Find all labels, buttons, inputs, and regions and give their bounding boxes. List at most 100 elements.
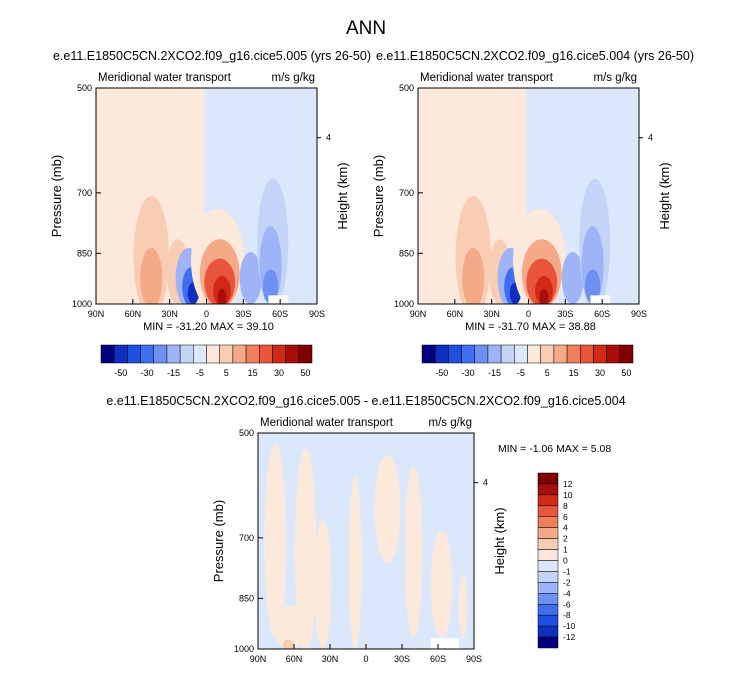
colorbar-box <box>166 344 181 364</box>
min-max-stats: MIN = -1.06 MAX = 5.08 <box>498 443 611 455</box>
colorbar-box <box>421 344 436 364</box>
colorbar-box <box>100 344 115 364</box>
colorbar-label: -5 <box>196 368 204 378</box>
x-tick-label: 90N <box>88 309 105 319</box>
colorbar-box <box>537 614 559 627</box>
x-tick-label: 90S <box>309 309 325 319</box>
colorbar-box <box>537 505 559 517</box>
colorbar-box <box>193 344 207 364</box>
colorbar-box <box>537 538 559 550</box>
contour-positive <box>314 519 332 649</box>
y-tick-label: 850 <box>399 248 414 258</box>
variable-label: Meridional water transport <box>98 72 232 84</box>
colorbar-label: -30 <box>141 368 154 378</box>
colorbar-label: 12 <box>563 479 573 489</box>
colorbar-box <box>537 527 559 539</box>
colorbar-box <box>232 344 247 364</box>
colorbar-box <box>537 483 559 496</box>
colorbar-label: -12 <box>563 632 576 642</box>
colorbar-label: 10 <box>563 490 573 500</box>
colorbar-box <box>245 344 260 364</box>
y-tick-label: 1000 <box>394 299 414 309</box>
colorbar-label: 8 <box>563 501 568 511</box>
x-tick-label: 0 <box>363 654 368 664</box>
colorbar-box <box>434 344 449 364</box>
colorbar-label: -8 <box>563 610 571 620</box>
panel-title: e.e11.E1850C5CN.2XCO2.f09_g16.cice5.005 … <box>106 394 625 408</box>
colorbar-label: 50 <box>300 368 310 378</box>
contour-field <box>258 433 474 649</box>
x-tick-label: 60S <box>272 309 288 319</box>
topography-mask <box>590 295 611 304</box>
contour-negative <box>561 252 584 304</box>
right-y-axis-label: Height (km) <box>657 162 672 229</box>
colorbar-label: 6 <box>563 512 568 522</box>
topography-mask <box>268 295 289 304</box>
y-tick-label: 500 <box>239 428 254 438</box>
colorbar-box <box>537 494 559 507</box>
colorbar-label: 15 <box>248 368 258 378</box>
x-tick-label: 30N <box>161 309 178 319</box>
chart-panel-3: e.e11.E1850C5CN.2XCO2.f09_g16.cice5.005 … <box>106 394 625 664</box>
contour-positive <box>273 605 308 649</box>
colorbar-label: 5 <box>545 368 550 378</box>
y-tick-label: 1000 <box>72 299 92 309</box>
y-tick-label: 1000 <box>234 644 254 654</box>
contour-positive <box>404 465 423 639</box>
contour-positive <box>374 454 401 563</box>
colorbar-box <box>448 344 462 364</box>
colorbar-box <box>259 344 273 364</box>
colorbar-label: -6 <box>563 599 571 609</box>
contour-field <box>418 88 639 304</box>
y-tick-label: 500 <box>399 83 414 93</box>
contour-positive <box>264 443 287 639</box>
colorbar-box <box>153 344 168 364</box>
colorbar-box <box>527 344 541 364</box>
colorbar-label: 1 <box>563 545 568 555</box>
colorbar-box <box>566 344 581 364</box>
x-tick-label: 60N <box>286 654 303 664</box>
colorbar-box <box>537 549 559 561</box>
units-label: m/s g/kg <box>594 72 637 84</box>
contour-positive <box>294 448 317 649</box>
colorbar-label: 50 <box>621 368 631 378</box>
y-tick-label: 700 <box>77 188 92 198</box>
y-axis-label: Pressure (mb) <box>371 155 386 237</box>
colorbar-box <box>537 582 559 594</box>
x-tick-label: 60S <box>594 309 610 319</box>
y-axis-label: Pressure (mb) <box>49 155 64 237</box>
colorbar-label: 15 <box>569 368 579 378</box>
x-tick-label: 30N <box>483 309 500 319</box>
colorbar-label: -50 <box>435 368 448 378</box>
colorbar-box <box>285 344 300 364</box>
colorbar-label: 5 <box>224 368 229 378</box>
colorbar-box <box>461 344 475 364</box>
colorbar-box <box>140 344 154 364</box>
colorbar-box <box>272 344 286 364</box>
colorbar-box <box>487 344 502 364</box>
colorbar-label: 0 <box>563 556 568 566</box>
colorbar-box <box>580 344 594 364</box>
colorbar-box <box>537 560 559 572</box>
contour-field <box>96 88 317 304</box>
colorbar-box <box>537 571 559 583</box>
contour-positive <box>348 476 362 649</box>
y-axis-label: Pressure (mb) <box>211 500 226 582</box>
y-tick-label: 700 <box>399 188 414 198</box>
colorbar-label: -15 <box>488 368 501 378</box>
colorbar: -50 -30 -15 -5 5 15 30 50 <box>421 344 634 378</box>
colorbar-box <box>540 344 555 364</box>
colorbar-box <box>537 593 559 605</box>
x-tick-label: 90N <box>410 309 427 319</box>
right-y-tick-label: 4 <box>648 133 653 143</box>
colorbar-label: 30 <box>274 368 284 378</box>
right-y-tick-label: 4 <box>326 133 331 143</box>
colorbar-box <box>500 344 515 364</box>
figure-title: ANN <box>346 18 386 39</box>
contour-negative <box>239 252 262 304</box>
colorbar-label: -50 <box>114 368 127 378</box>
colorbar-label: -1 <box>563 566 571 576</box>
topography-mask <box>430 638 459 649</box>
colorbar-label: -15 <box>167 368 180 378</box>
colorbar-box <box>537 472 559 485</box>
